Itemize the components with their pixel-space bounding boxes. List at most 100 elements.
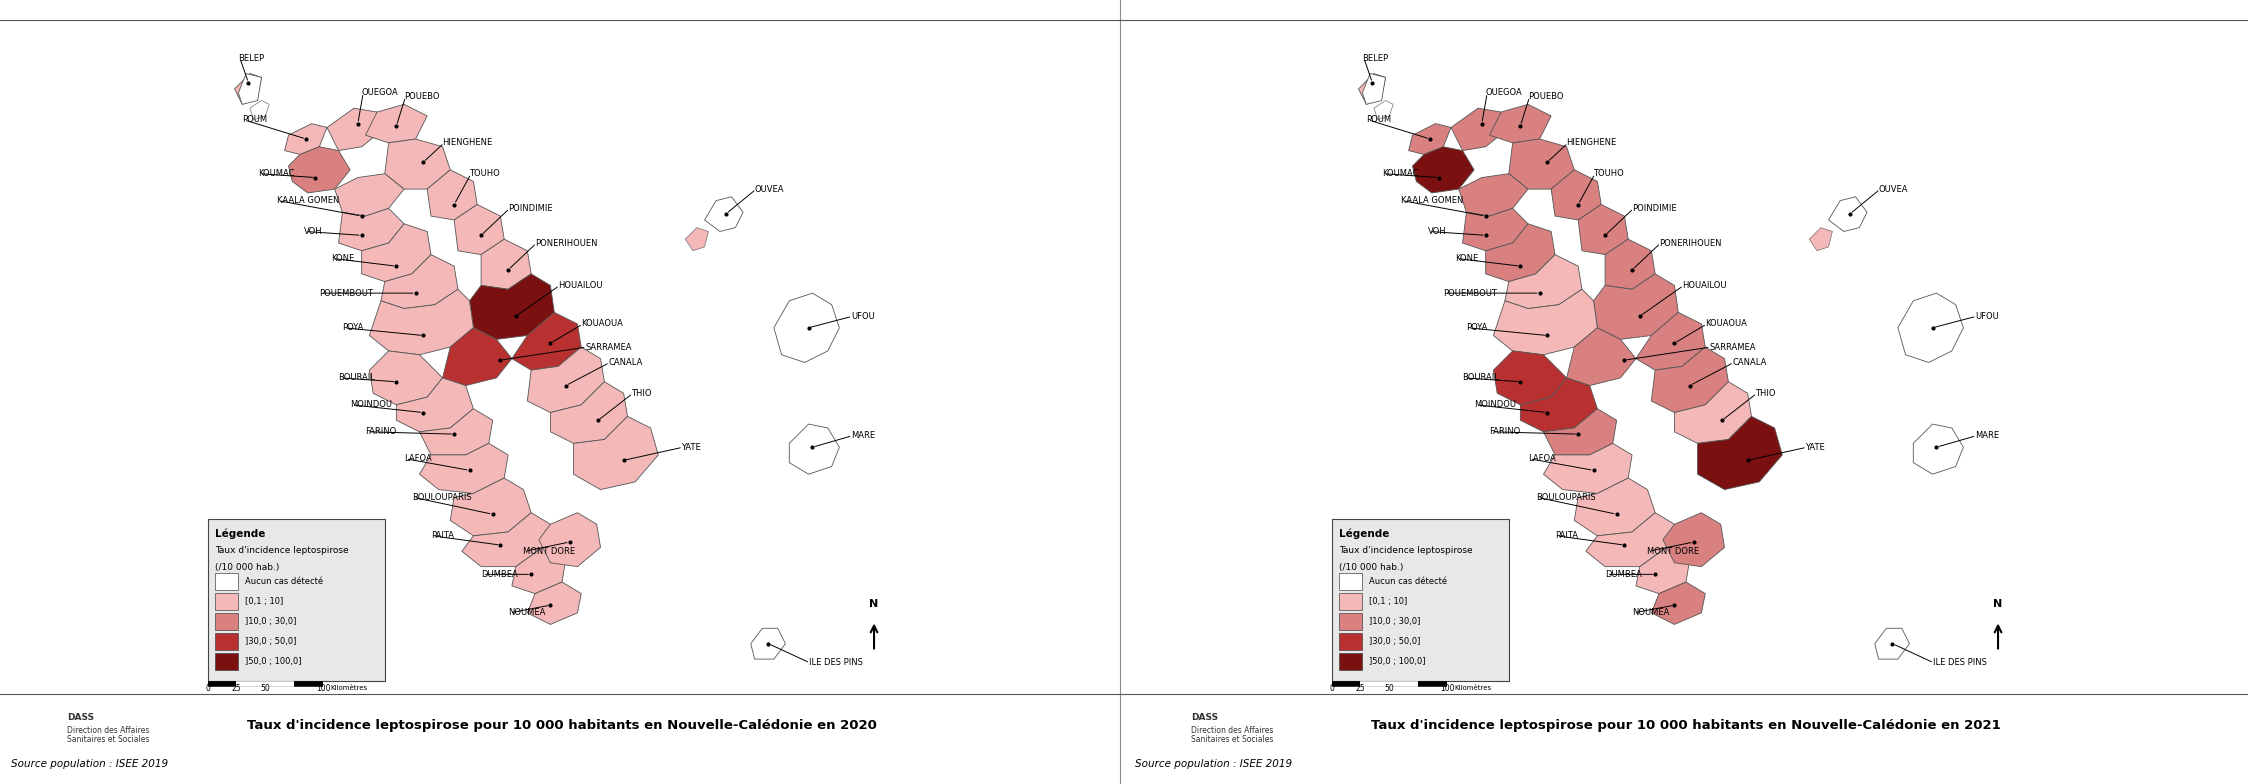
Polygon shape (1490, 104, 1551, 143)
Bar (1340, 653, 1362, 670)
Text: NOUMEA: NOUMEA (1632, 608, 1670, 617)
Text: Taux d'incidence leptospirose pour 10 000 habitants en Nouvelle-Calédonie en 202: Taux d'incidence leptospirose pour 10 00… (247, 719, 877, 731)
Text: YATE: YATE (681, 443, 701, 452)
Text: TOUHO: TOUHO (1594, 169, 1625, 178)
Text: BOURAIL: BOURAIL (339, 373, 375, 383)
Text: BOURAIL: BOURAIL (1463, 373, 1499, 383)
Text: 0: 0 (1329, 684, 1333, 694)
Text: 50: 50 (1385, 684, 1394, 694)
Text: Légende: Légende (1340, 528, 1389, 539)
Bar (216, 613, 238, 630)
Polygon shape (366, 104, 427, 143)
Text: OUVEA: OUVEA (755, 184, 785, 194)
Text: PAITA: PAITA (432, 532, 454, 540)
Text: HIENGHENE: HIENGHENE (443, 139, 492, 147)
Polygon shape (704, 197, 744, 231)
Text: 25: 25 (1356, 684, 1365, 694)
Polygon shape (335, 174, 405, 216)
Polygon shape (1828, 197, 1868, 231)
Text: ILE DES PINS: ILE DES PINS (1933, 659, 1987, 667)
Polygon shape (513, 312, 582, 370)
Text: KAALA GOMEN: KAALA GOMEN (277, 196, 339, 205)
Text: MOINDOU: MOINDOU (1475, 401, 1515, 409)
Polygon shape (1913, 424, 1963, 474)
Polygon shape (1358, 74, 1385, 104)
Text: Aucun cas détecté: Aucun cas détecté (245, 577, 324, 586)
Text: MOINDOU: MOINDOU (351, 401, 391, 409)
Text: ]50,0 ; 100,0]: ]50,0 ; 100,0] (245, 657, 301, 666)
Polygon shape (1486, 223, 1556, 281)
Text: N: N (870, 599, 879, 609)
Text: VOH: VOH (1427, 227, 1445, 236)
Text: Direction des Affaires: Direction des Affaires (1191, 726, 1275, 735)
Text: [0,1 ; 10]: [0,1 ; 10] (1369, 597, 1407, 606)
Polygon shape (384, 139, 450, 189)
Polygon shape (1675, 382, 1751, 444)
Polygon shape (789, 424, 839, 474)
Text: POUEMBOUT: POUEMBOUT (1443, 289, 1497, 298)
Text: MARE: MARE (1976, 431, 1998, 440)
Polygon shape (420, 444, 508, 493)
Polygon shape (751, 628, 785, 659)
Bar (216, 633, 238, 650)
Polygon shape (369, 289, 474, 355)
Polygon shape (362, 223, 432, 281)
Polygon shape (285, 124, 326, 154)
Polygon shape (250, 100, 270, 120)
Text: 100: 100 (317, 684, 330, 694)
Polygon shape (1664, 513, 1724, 567)
Text: OUEGOA: OUEGOA (362, 89, 398, 97)
Text: THIO: THIO (632, 389, 652, 397)
Polygon shape (238, 74, 261, 104)
Text: DUMBEA: DUMBEA (481, 570, 517, 579)
Text: Source population : ISEE 2019: Source population : ISEE 2019 (1135, 760, 1293, 769)
FancyBboxPatch shape (1331, 519, 1508, 681)
Text: Kilomètres: Kilomètres (1454, 684, 1493, 691)
Polygon shape (573, 416, 659, 489)
Polygon shape (443, 328, 513, 386)
Text: CANALA: CANALA (609, 358, 643, 367)
Text: FARINO: FARINO (366, 427, 398, 437)
Polygon shape (369, 351, 443, 405)
Polygon shape (1504, 255, 1583, 309)
Polygon shape (1574, 478, 1655, 535)
Polygon shape (380, 255, 459, 309)
Text: Taux d'incidence leptospirose: Taux d'incidence leptospirose (1340, 546, 1472, 555)
Bar (216, 573, 238, 590)
Polygon shape (513, 547, 566, 593)
Text: 0: 0 (205, 684, 209, 694)
Text: 100: 100 (1441, 684, 1454, 694)
Text: POUEMBOUT: POUEMBOUT (319, 289, 373, 298)
Text: Légende: Légende (216, 528, 265, 539)
Polygon shape (540, 513, 600, 567)
Text: PONERIHOUEN: PONERIHOUEN (1659, 238, 1722, 248)
Text: MONT DORE: MONT DORE (524, 546, 575, 556)
Polygon shape (1567, 328, 1637, 386)
Polygon shape (1463, 209, 1529, 251)
Text: 25: 25 (232, 684, 241, 694)
Text: PONERIHOUEN: PONERIHOUEN (535, 238, 598, 248)
Text: THIO: THIO (1756, 389, 1776, 397)
Bar (1340, 573, 1362, 590)
Text: (/10 000 hab.): (/10 000 hab.) (216, 563, 279, 572)
Text: OUEGOA: OUEGOA (1486, 89, 1522, 97)
Polygon shape (1450, 108, 1504, 151)
Text: ]50,0 ; 100,0]: ]50,0 ; 100,0] (1369, 657, 1425, 666)
Polygon shape (686, 227, 708, 251)
Bar (1340, 633, 1362, 650)
Text: KONE: KONE (1454, 254, 1479, 263)
Bar (216, 653, 238, 670)
Polygon shape (1459, 174, 1529, 216)
Text: DASS: DASS (67, 713, 94, 722)
Text: HIENGHENE: HIENGHENE (1567, 139, 1616, 147)
Polygon shape (1374, 100, 1394, 120)
Polygon shape (1810, 227, 1832, 251)
Polygon shape (1551, 170, 1601, 220)
Text: BOULOUPARIS: BOULOUPARIS (411, 493, 472, 502)
Text: POUM: POUM (243, 115, 268, 124)
Polygon shape (234, 74, 261, 104)
Text: N: N (1994, 599, 2003, 609)
Text: ]10,0 ; 30,0]: ]10,0 ; 30,0] (1369, 617, 1421, 626)
Polygon shape (1493, 351, 1567, 405)
Bar (1340, 593, 1362, 610)
